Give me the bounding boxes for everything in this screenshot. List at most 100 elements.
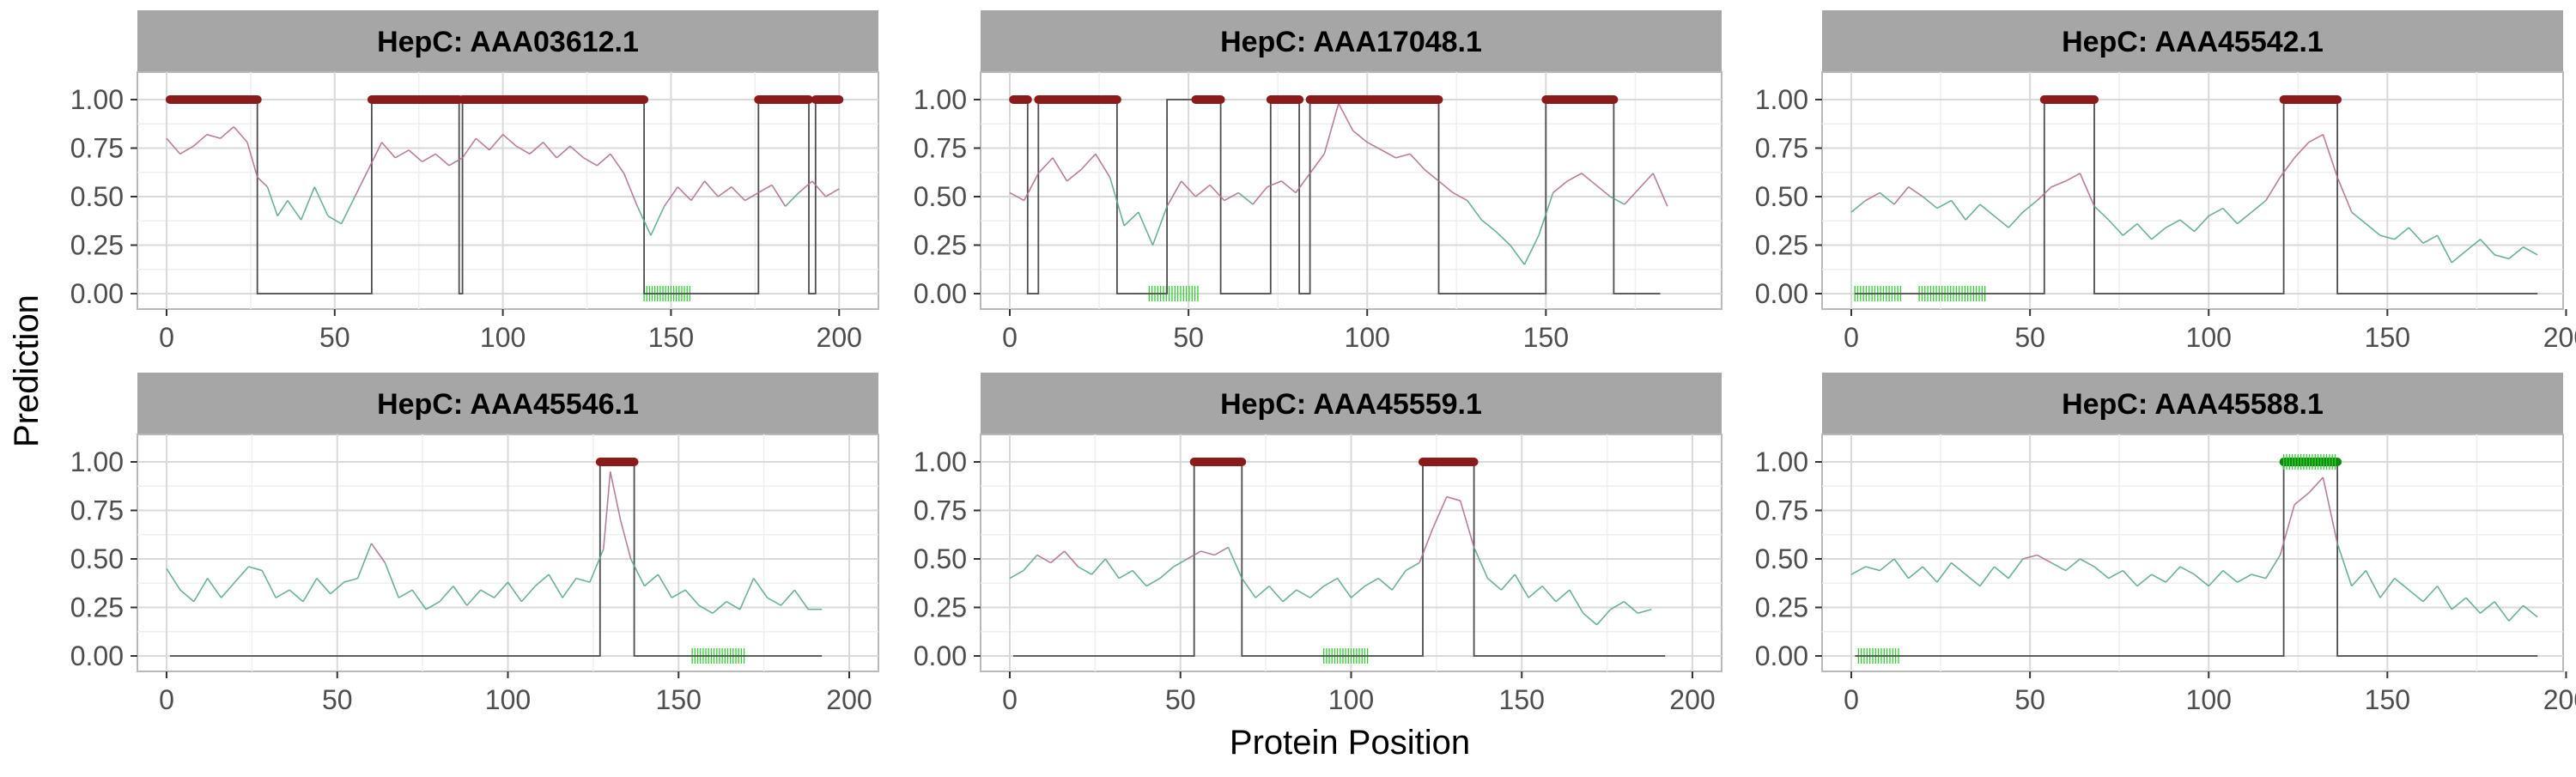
prediction-segment (1118, 569, 1133, 580)
facet-panel: HepC: AAA17048.1 0.00 0.25 0.50 0.75 1.00 0 50 1… (914, 10, 1722, 353)
prediction-segment (330, 581, 345, 595)
facet-title: HepC: AAA17048.1 (1220, 26, 1482, 58)
prediction-segment (2523, 246, 2538, 256)
prediction-segment (2293, 142, 2310, 159)
prediction-segment (609, 471, 622, 520)
prediction-segment (1523, 234, 1540, 265)
facet-title: HepC: AAA45588.1 (2062, 388, 2324, 421)
prediction-segment (1282, 589, 1297, 603)
prediction-segment (179, 589, 195, 603)
prediction-segment (166, 137, 181, 155)
prediction-segment (1050, 550, 1066, 564)
prediction-segment (1052, 157, 1068, 182)
prediction-segment (1267, 180, 1282, 188)
overlap-epitope-bar (2279, 454, 2342, 470)
prediction-segment (1080, 153, 1097, 170)
prediction-segment (2494, 601, 2510, 622)
x-tick-label: 200 (2543, 684, 2576, 715)
x-tick-label: 50 (2014, 684, 2045, 715)
panel-border (980, 71, 1722, 310)
prediction-segment (2293, 492, 2310, 506)
prediction-segment (1268, 586, 1284, 603)
prediction-segment (502, 134, 517, 147)
prediction-segment (2523, 604, 2538, 618)
prediction-segment (2208, 570, 2224, 587)
prediction-segment (234, 566, 250, 583)
prediction-segment (1486, 577, 1502, 591)
prediction-segment (475, 137, 490, 151)
x-tick-label: 200 (2543, 322, 2576, 353)
prediction-segment (2308, 133, 2324, 143)
prediction-segment (1405, 562, 1420, 572)
prediction-segment (1037, 157, 1054, 174)
facet-title: HepC: AAA45559.1 (1220, 388, 1482, 421)
prediction-segment (1309, 586, 1325, 598)
prediction-segment (434, 153, 450, 167)
y-tick-label: 0.50 (914, 543, 967, 574)
x-tick-label: 100 (485, 684, 531, 715)
prediction-segment (767, 597, 781, 606)
prediction-segment (1036, 554, 1052, 564)
prediction-segment (2394, 577, 2409, 591)
prediction-segment (1993, 215, 2009, 228)
x-axis-title: Protein Position (1230, 724, 1470, 762)
prediction-segment (534, 574, 550, 587)
prediction-segment (2422, 234, 2438, 244)
facet-panel: HepC: AAA45559.1 0.00 0.25 0.50 0.75 1.00 0 50 1… (914, 373, 1722, 715)
prediction-segment (1452, 191, 1468, 202)
prediction-segment (1023, 173, 1040, 201)
prediction-segment (1936, 199, 1952, 209)
prediction-segment (220, 581, 236, 598)
prediction-segment (220, 126, 234, 139)
prediction-segment (1652, 173, 1668, 207)
prediction-segment (275, 589, 290, 598)
prediction-segment (703, 180, 719, 197)
prediction-segment (1514, 574, 1529, 598)
prediction-segment (313, 186, 329, 216)
prediction-segment (398, 589, 413, 598)
prediction-segment (1023, 554, 1038, 572)
prediction-segment (1541, 586, 1557, 603)
y-tick-label: 1.00 (70, 446, 124, 477)
prediction-segment (2022, 199, 2038, 213)
prediction-segment (2008, 211, 2024, 228)
prediction-segment (2151, 574, 2166, 583)
prediction-segment (1166, 180, 1182, 207)
prediction-segment (2351, 570, 2366, 587)
prediction-segment (785, 191, 799, 207)
prediction-segment (1865, 566, 1880, 572)
prediction-segment (1993, 566, 2009, 580)
y-tick-label: 0.50 (70, 181, 124, 212)
prediction-segment (1187, 550, 1201, 560)
facet-title: HepC: AAA45542.1 (2062, 26, 2324, 58)
prediction-segment (1336, 578, 1352, 598)
prediction-segment (1583, 612, 1598, 626)
prediction-segment (2408, 589, 2424, 603)
prediction-segment (480, 589, 495, 598)
x-tick-label: 200 (817, 322, 862, 353)
x-tick-label: 50 (1165, 684, 1196, 715)
prediction-segment (1552, 180, 1568, 194)
prediction-segment (1214, 546, 1229, 556)
facet-panel: HepC: AAA45546.1 0.00 0.25 0.50 0.75 1.00 0 50 1… (70, 373, 879, 715)
x-tick-label: 0 (1002, 684, 1018, 715)
prediction-segment (2422, 586, 2439, 603)
prediction-segment (466, 589, 482, 606)
prediction-segment (657, 574, 672, 598)
y-tick-label: 0.25 (914, 592, 967, 623)
facet-strip (1822, 373, 2563, 434)
prediction-segment (276, 200, 289, 217)
prediction-segment (207, 578, 222, 598)
prediction-segment (548, 574, 563, 598)
prediction-segment (2050, 180, 2067, 188)
prediction-segment (248, 566, 263, 572)
prediction-segment (2079, 173, 2095, 207)
prediction-segment (1419, 527, 1434, 563)
panel-border (1821, 434, 2564, 672)
y-tick-label: 1.00 (914, 84, 967, 115)
prediction-segment (2508, 246, 2524, 259)
x-tick-label: 50 (319, 322, 350, 353)
prediction-segment (2365, 570, 2381, 598)
facet-title: HepC: AAA03612.1 (377, 26, 639, 58)
